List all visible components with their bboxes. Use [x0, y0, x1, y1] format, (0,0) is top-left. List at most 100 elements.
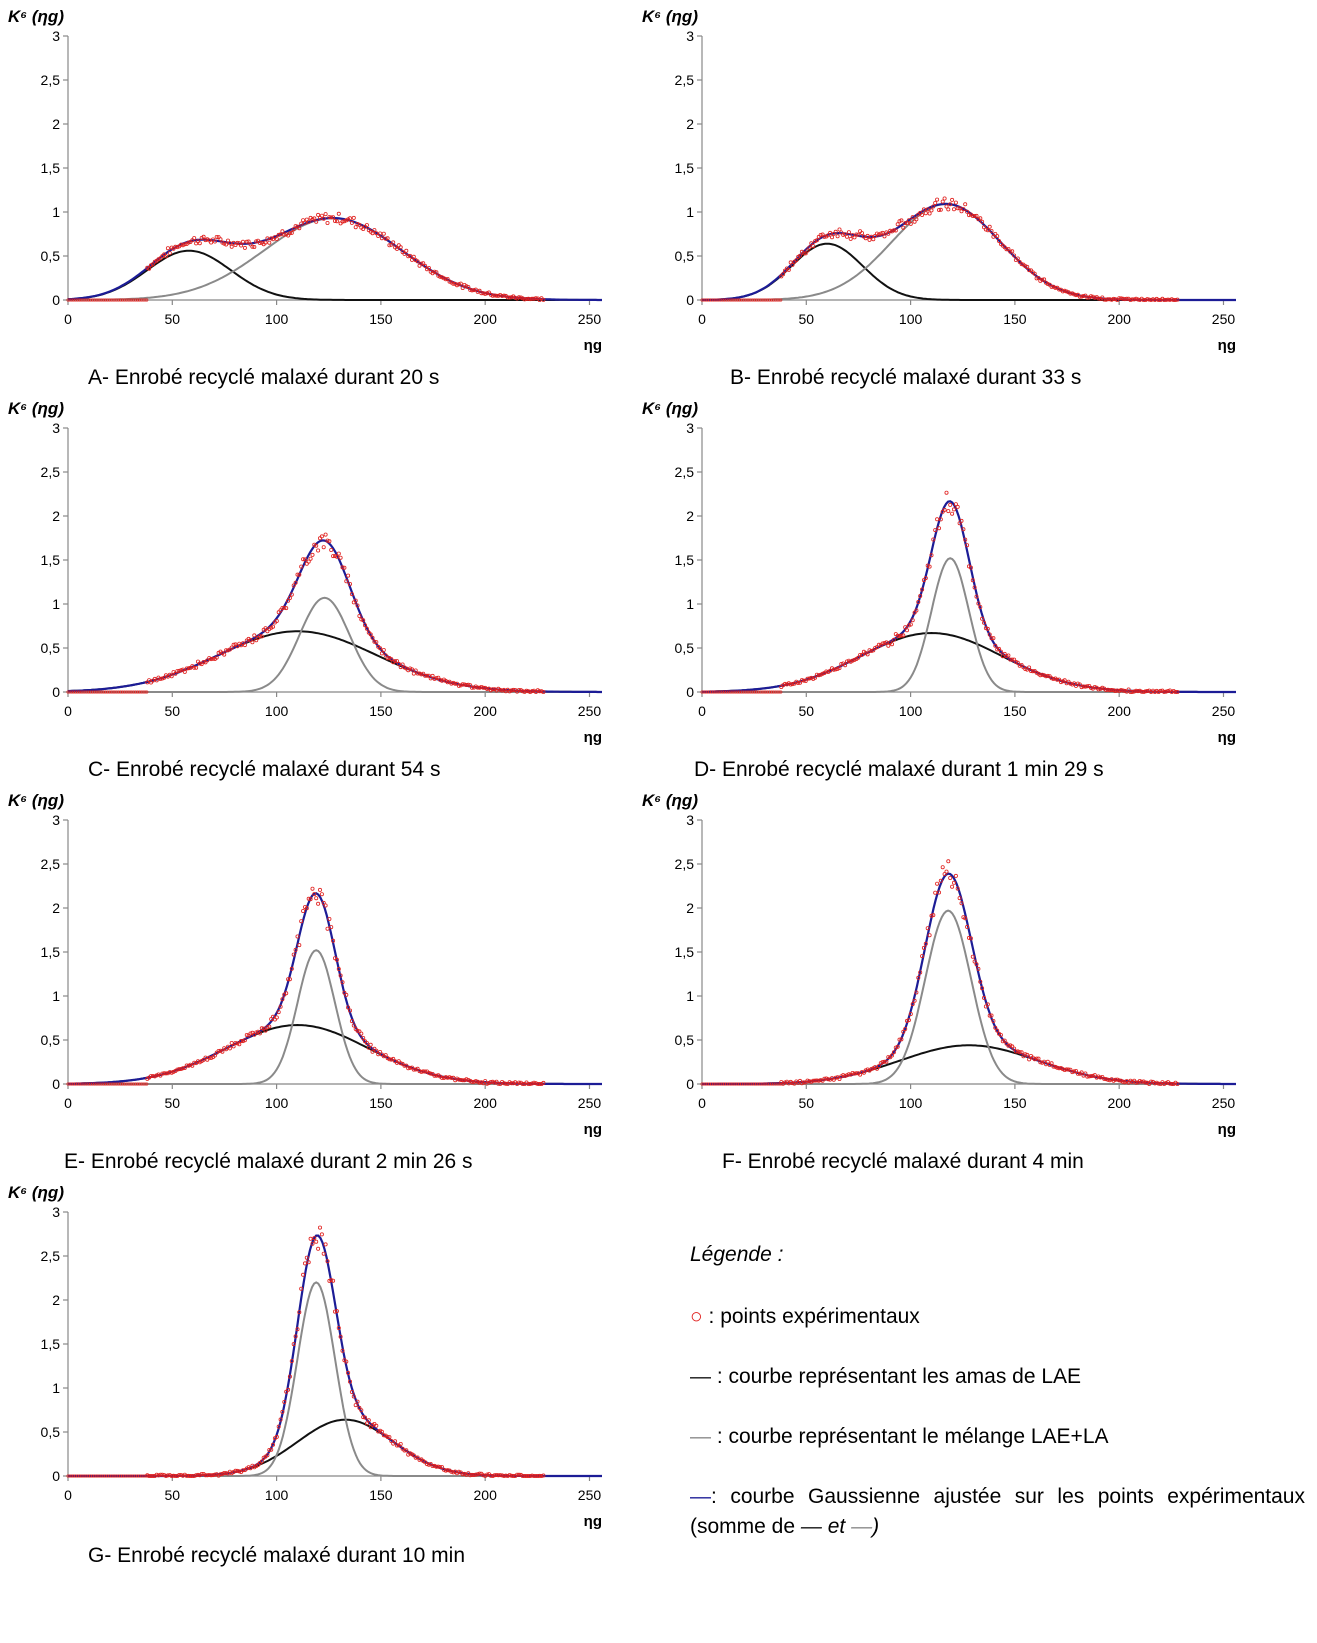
chart-e-point: [257, 1031, 262, 1036]
chart-d-point: [1109, 687, 1114, 692]
chart-d-x-tick-label: 150: [1003, 703, 1027, 719]
legend-fit-close: ): [872, 1515, 880, 1538]
chart-e-point: [276, 1010, 281, 1015]
chart-c-point: [524, 688, 529, 693]
chart-f-point: [938, 878, 943, 883]
chart-d-point: [1088, 685, 1093, 690]
chart-a-point: [441, 276, 446, 281]
chart-a-y-tick-label: 2: [52, 116, 60, 132]
chart-d-point: [852, 657, 857, 662]
chart-a-point: [68, 298, 72, 302]
chart-e-point: [171, 1069, 176, 1074]
chart-b-point: [957, 206, 962, 211]
chart-g-point: [494, 1472, 499, 1477]
chart-b-point: [769, 298, 774, 302]
chart-a-point: [254, 239, 259, 244]
chart-c-point: [173, 671, 178, 676]
chart-f-point: [987, 1013, 992, 1018]
chart-f-point: [713, 1082, 717, 1086]
chart-g-point: [511, 1473, 516, 1478]
chart-f-x-tick-label: 100: [899, 1095, 923, 1111]
chart-d-point: [751, 690, 755, 694]
chart-a-point: [490, 293, 495, 298]
chart-c-point: [347, 581, 352, 586]
chart-d-point: [1030, 669, 1035, 674]
chart-g-point: [355, 1399, 360, 1404]
chart-b-point: [704, 298, 708, 302]
chart-d-point: [1162, 689, 1167, 694]
chart-c-point: [284, 606, 289, 611]
chart-f-x-tick-label: 0: [698, 1095, 706, 1111]
chart-b-point: [1064, 289, 1069, 294]
chart-d-point: [816, 673, 821, 678]
chart-g-point: [75, 1474, 79, 1478]
chart-g-point: [517, 1472, 522, 1477]
chart-a-point: [291, 227, 296, 232]
chart-a-x-tick-label: 250: [578, 311, 602, 327]
chart-a-point: [201, 234, 206, 239]
chart-g-point: [205, 1473, 210, 1478]
chart-d-point: [805, 676, 810, 681]
chart-f-point: [1072, 1069, 1077, 1074]
chart-e-x-tick-label: 150: [369, 1095, 393, 1111]
chart-d-point: [833, 667, 838, 672]
chart-c-point: [70, 690, 74, 694]
chart-c-point: [385, 656, 390, 661]
chart-c-point: [368, 632, 373, 637]
chart-c-point: [520, 689, 525, 694]
chart-d-point: [777, 690, 781, 694]
chart-e-point: [96, 1082, 100, 1086]
chart-c-point: [394, 659, 399, 664]
chart-a-point: [209, 240, 214, 245]
chart-d-point: [782, 681, 787, 686]
chart-g-point: [100, 1474, 104, 1478]
chart-e-point: [286, 977, 291, 982]
chart-e-point: [85, 1082, 89, 1086]
chart-f-point: [1105, 1077, 1110, 1082]
chart-a-point: [389, 242, 394, 247]
chart-a-point: [404, 248, 409, 253]
chart-e-point: [485, 1081, 490, 1086]
chart-b-point: [828, 230, 833, 235]
chart-b-y-tick-label: 1,5: [675, 160, 695, 176]
chart-b-point: [760, 298, 764, 302]
chart-e-point: [477, 1080, 482, 1085]
chart-g-point: [449, 1469, 454, 1474]
chart-g-point: [143, 1474, 147, 1478]
chart-f-point: [843, 1073, 848, 1078]
chart-f-point: [1017, 1050, 1022, 1055]
chart-d-point: [1145, 688, 1150, 693]
chart-d-point: [1103, 687, 1108, 692]
chart-g-point: [526, 1473, 531, 1478]
chart-d-point: [722, 690, 727, 694]
chart-b-point: [871, 237, 876, 242]
chart-d-point: [901, 633, 906, 638]
chart-a-point: [252, 244, 257, 249]
chart-c-point: [319, 534, 324, 539]
chart-g-point: [259, 1459, 264, 1464]
chart-g-point: [344, 1359, 349, 1364]
chart-b-point: [734, 298, 738, 302]
chart-f-point: [963, 916, 968, 921]
chart-a-point: [479, 291, 484, 296]
chart-f-point: [931, 913, 936, 918]
chart-b-point: [1167, 297, 1172, 302]
chart-a-point: [447, 279, 452, 284]
chart-b-point: [920, 212, 925, 217]
chart-b-y-tick-label: 0: [686, 292, 694, 308]
chart-e-y-tick-label: 2: [52, 900, 60, 916]
chart-panel-b: 0 0,5 1 1,5 2 2,5 3 0 50 100 150 200 250 K⁶ (ηg) ηg B-…: [634, 0, 1284, 400]
chart-g-x-tick-label: 100: [265, 1487, 289, 1503]
chart-d-point: [859, 652, 864, 657]
chart-d-point: [1158, 688, 1163, 693]
chart-f-y-axis-label: K⁶ (ηg): [642, 791, 698, 810]
chart-g-point: [299, 1286, 304, 1291]
chart-d-point: [1100, 685, 1105, 690]
chart-d-point: [970, 578, 975, 583]
chart-b-point: [1111, 296, 1116, 301]
chart-g-point: [289, 1359, 294, 1364]
chart-g-point: [351, 1394, 356, 1399]
chart-f-point: [736, 1082, 740, 1086]
chart-b-point: [801, 251, 806, 256]
chart-b-point: [1032, 271, 1037, 276]
